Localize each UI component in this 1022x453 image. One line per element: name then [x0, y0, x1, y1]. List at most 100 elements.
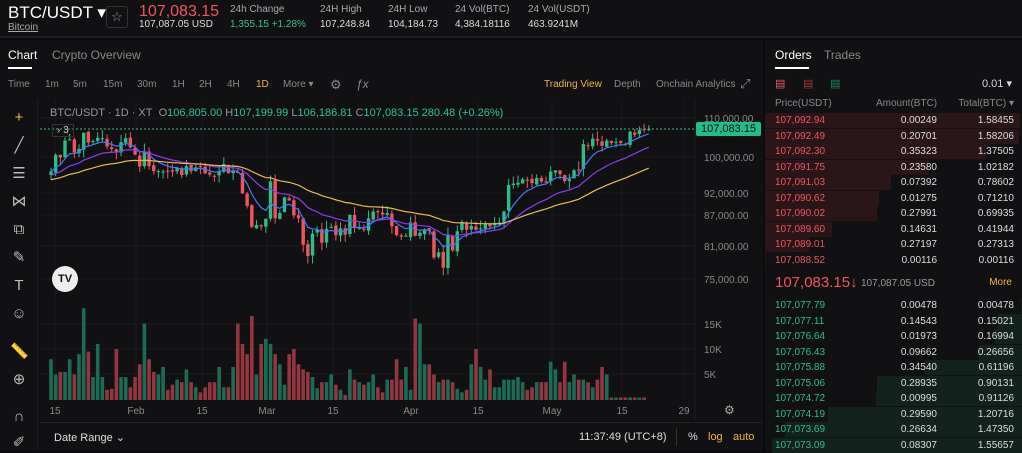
tab-orders[interactable]: Orders: [775, 48, 812, 62]
lock-pencil-icon[interactable]: ✐: [10, 434, 28, 452]
total: 0.71210: [978, 193, 1014, 204]
price: 107,091.03: [775, 177, 825, 188]
zoom-in-icon[interactable]: ⊕: [10, 371, 28, 389]
amount: 0.14543: [901, 316, 937, 327]
interval-1m[interactable]: 1m: [45, 79, 59, 90]
volume-bar: [119, 377, 123, 400]
view-asks-icon[interactable]: ▤: [803, 77, 813, 90]
interval-time[interactable]: Time: [8, 79, 30, 90]
total: 0.16994: [978, 331, 1014, 342]
volume-bar: [96, 344, 100, 400]
view-onchain-analytics[interactable]: Onchain Analytics: [656, 79, 736, 90]
interval-15m[interactable]: 15m: [103, 79, 122, 90]
volume-bar: [217, 367, 221, 400]
candle-body: [306, 244, 309, 256]
view-both-icon[interactable]: ▤: [775, 77, 785, 90]
date-tick: 29: [678, 406, 690, 417]
candle-body: [605, 141, 608, 147]
candle-body: [171, 170, 174, 171]
trend-line-icon[interactable]: ╱: [10, 137, 28, 155]
view-trading-view[interactable]: Trading View: [544, 79, 602, 90]
volume-bar: [568, 382, 572, 400]
interval-More[interactable]: More ▾: [283, 79, 314, 90]
candle-body: [516, 183, 519, 185]
log-scale-toggle[interactable]: log: [708, 431, 723, 443]
amount: 0.00249: [901, 115, 937, 126]
precision-dropdown[interactable]: 0.01 ▾: [982, 77, 1012, 90]
crosshair-icon[interactable]: +: [10, 109, 28, 127]
volume-bar: [521, 382, 525, 400]
indicator-toggle[interactable]: › 3: [52, 124, 74, 137]
total: 0.91126: [979, 393, 1014, 404]
more-link[interactable]: More: [989, 277, 1012, 288]
interval-2H[interactable]: 2H: [199, 79, 212, 90]
volume-bar: [189, 382, 193, 400]
volume-bar: [353, 380, 357, 400]
volume-bar: [526, 390, 530, 400]
total: 1.20716: [978, 409, 1014, 420]
auto-scale-toggle[interactable]: auto: [733, 431, 754, 443]
volume-bar: [488, 369, 492, 400]
volume-bar: [493, 387, 497, 400]
view-depth[interactable]: Depth: [614, 79, 641, 90]
volume-bar: [273, 354, 277, 400]
volume-bar: [325, 382, 329, 400]
volume-bar: [185, 369, 189, 400]
magnet-icon[interactable]: ∩: [10, 408, 28, 426]
candle-body: [647, 129, 650, 130]
volume-bar: [572, 375, 576, 401]
amount: 0.35323: [901, 146, 937, 157]
interval-4H[interactable]: 4H: [227, 79, 240, 90]
candle-body: [558, 170, 561, 174]
volume-bar: [73, 375, 77, 401]
candlestick-chart[interactable]: 110,000.00100,000.0092,000.0087,000.0081…: [0, 0, 765, 430]
horizontal-lines-icon[interactable]: ☰: [10, 165, 28, 183]
price: 107,077.79: [775, 300, 825, 311]
brush-icon[interactable]: ✎: [10, 249, 28, 267]
interval-1H[interactable]: 1H: [172, 79, 185, 90]
emoji-icon[interactable]: ☺: [10, 305, 28, 323]
volume-bar: [227, 387, 231, 400]
pattern-icon[interactable]: ⋈: [10, 193, 28, 211]
legend-title: BTC/USDT · 1D · XT: [50, 107, 152, 119]
interval-5m[interactable]: 5m: [73, 79, 87, 90]
volume-bar: [250, 316, 254, 400]
text-icon[interactable]: T: [10, 277, 28, 295]
date-range-dropdown[interactable]: Date Range ⌄: [54, 431, 125, 444]
ruler-icon[interactable]: 📏: [10, 343, 28, 361]
tab-trades[interactable]: Trades: [824, 48, 861, 62]
candle-body: [386, 213, 389, 215]
view-bids-icon[interactable]: ▤: [830, 77, 840, 90]
candle-body: [418, 233, 421, 236]
col-total[interactable]: Total(BTC) ▾: [958, 98, 1014, 109]
interval-30m[interactable]: 30m: [137, 79, 156, 90]
interval-1D[interactable]: 1D: [256, 79, 269, 90]
axis-settings-icon[interactable]: ⚙: [724, 403, 735, 417]
fib-icon[interactable]: ⧉: [10, 221, 28, 239]
percent-scale-toggle[interactable]: %: [688, 431, 698, 443]
candle-body: [372, 212, 375, 220]
volume-bar: [605, 375, 609, 401]
price: 107,073.69: [775, 424, 825, 435]
